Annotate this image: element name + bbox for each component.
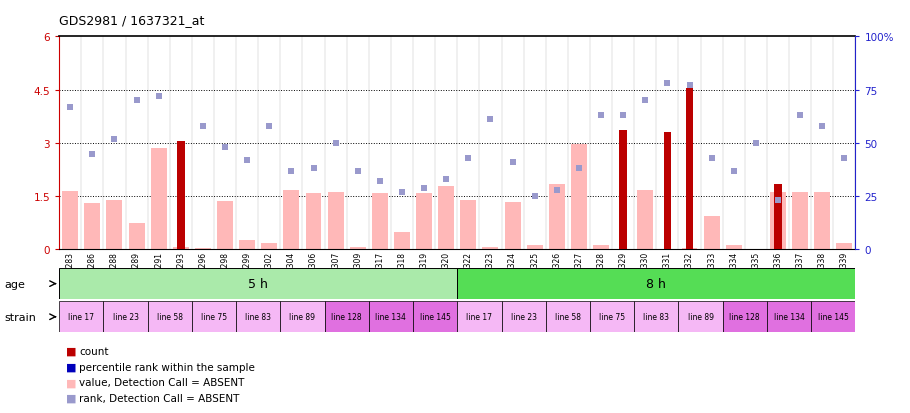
Text: age: age [5,279,25,289]
Text: line 89: line 89 [688,313,713,321]
Bar [59,301,104,332]
Text: strain: strain [5,312,36,322]
Bar [457,268,855,299]
Bar [62,191,78,250]
Bar [505,203,521,250]
Bar [792,192,808,250]
Bar [192,301,236,332]
Bar [394,233,410,250]
Text: line 134: line 134 [376,313,407,321]
Bar [774,184,782,250]
Bar [104,301,147,332]
Bar [439,187,454,250]
Text: line 17: line 17 [68,313,95,321]
Text: line 58: line 58 [555,313,581,321]
Bar [261,244,278,250]
Text: line 145: line 145 [420,313,450,321]
Text: line 128: line 128 [730,313,760,321]
Bar [325,301,369,332]
Text: line 83: line 83 [643,313,670,321]
Bar [549,185,565,250]
Bar [236,301,280,332]
Bar [663,133,672,250]
Bar [306,194,321,250]
Bar [726,245,742,250]
Text: line 58: line 58 [157,313,183,321]
Bar [416,194,432,250]
Text: line 83: line 83 [245,313,271,321]
Text: line 17: line 17 [467,313,492,321]
Bar [679,301,723,332]
Bar [460,201,476,250]
Bar [413,301,457,332]
Bar [723,301,767,332]
Text: line 75: line 75 [599,313,625,321]
Bar [369,301,413,332]
Bar [634,301,679,332]
Text: ■: ■ [66,377,77,387]
Bar [283,190,299,250]
Bar [590,301,634,332]
Text: GDS2981 / 1637321_at: GDS2981 / 1637321_at [59,14,205,27]
Bar [685,88,693,250]
Text: 5 h: 5 h [248,278,268,290]
Bar [571,144,587,250]
Text: count: count [79,346,108,356]
Bar [770,192,786,250]
Bar [620,131,627,250]
Bar [177,142,185,250]
Text: line 128: line 128 [331,313,362,321]
Bar [372,194,388,250]
Bar [195,248,211,250]
Bar [147,301,192,332]
Text: line 23: line 23 [113,313,138,321]
Bar [280,301,325,332]
Bar [637,190,653,250]
Bar [593,245,609,250]
Bar [128,223,145,250]
Text: line 134: line 134 [774,313,804,321]
Bar [239,240,255,250]
Text: ■: ■ [66,393,77,403]
Text: ■: ■ [66,346,77,356]
Text: ■: ■ [66,362,77,372]
Bar [546,301,590,332]
Text: line 75: line 75 [201,313,227,321]
Text: line 145: line 145 [818,313,849,321]
Bar [501,301,546,332]
Bar [59,268,457,299]
Text: 8 h: 8 h [646,278,666,290]
Bar [482,247,499,250]
Bar [814,192,830,250]
Bar [151,149,167,250]
Bar [457,301,501,332]
Text: line 89: line 89 [289,313,316,321]
Bar [106,200,123,250]
Bar [328,192,344,250]
Bar [349,247,366,250]
Text: line 23: line 23 [511,313,537,321]
Bar [703,217,720,250]
Bar [217,202,233,250]
Bar [767,301,811,332]
Bar [173,247,188,250]
Bar [682,248,697,250]
Text: percentile rank within the sample: percentile rank within the sample [79,362,255,372]
Bar [811,301,855,332]
Text: rank, Detection Call = ABSENT: rank, Detection Call = ABSENT [79,393,239,403]
Bar [85,204,100,250]
Bar [527,245,542,250]
Text: value, Detection Call = ABSENT: value, Detection Call = ABSENT [79,377,245,387]
Bar [836,244,853,250]
